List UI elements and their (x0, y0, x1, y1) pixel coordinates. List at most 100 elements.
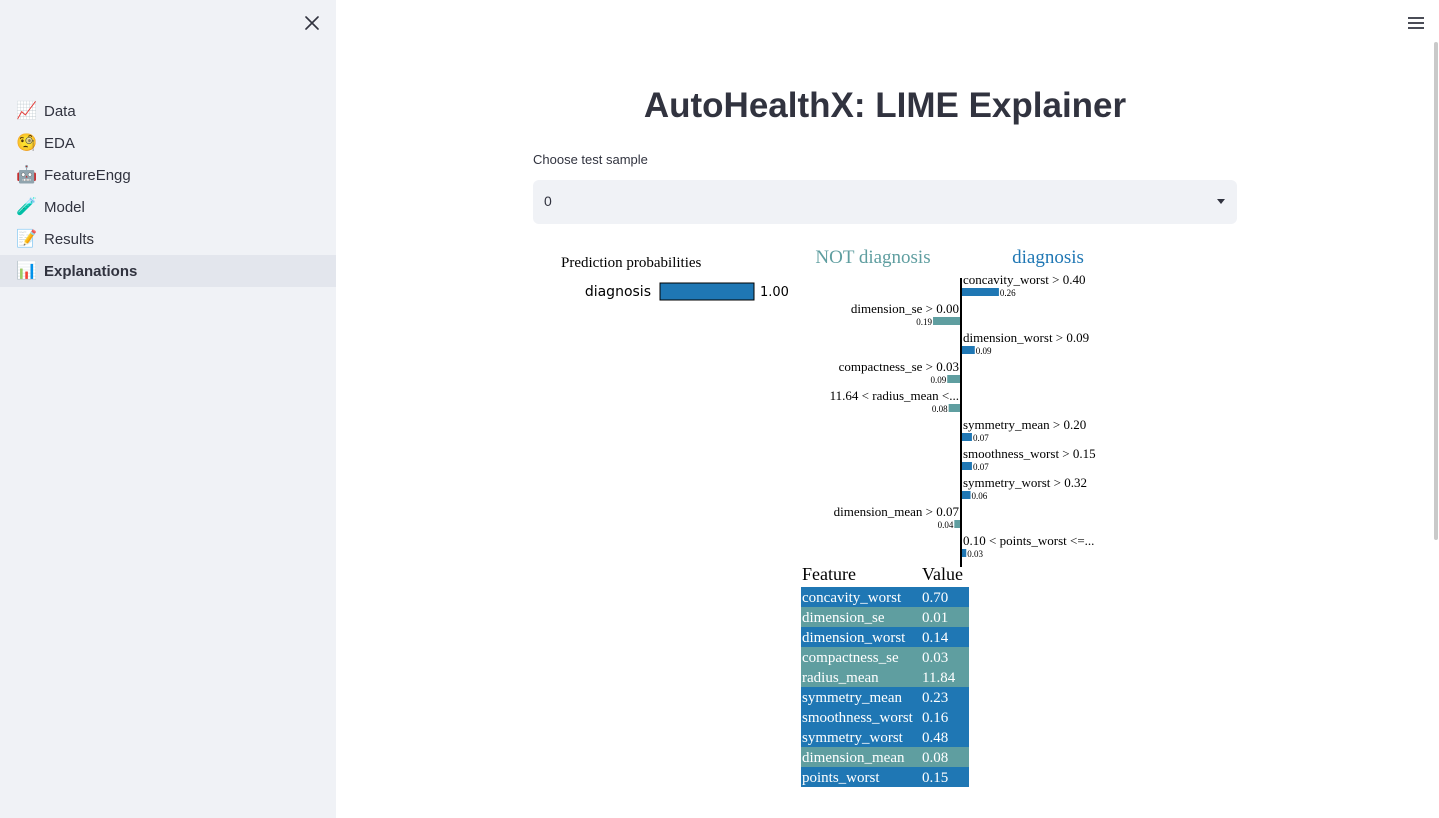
feature-weight-value: 0.03 (967, 549, 983, 559)
probability-label: diagnosis (585, 284, 651, 300)
sidebar-item-explanations[interactable]: 📊 Explanations (0, 255, 336, 287)
table-header-feature: Feature (802, 564, 856, 584)
feature-weight-bar (962, 462, 972, 470)
table-cell-feature: points_worst (802, 770, 880, 786)
feature-weight-label: concavity_worst > 0.40 (963, 272, 1086, 287)
feature-weight-label: 0.10 < points_worst <=... (963, 533, 1094, 548)
sidebar-item-featureengg[interactable]: 🤖 FeatureEngg (0, 159, 336, 191)
table-cell-value: 0.48 (922, 730, 948, 746)
close-sidebar-button[interactable] (300, 11, 324, 35)
table-header-value: Value (922, 564, 963, 584)
feature-weight-bar (948, 404, 960, 412)
feature-weight-label: symmetry_worst > 0.32 (963, 475, 1087, 490)
feature-weight-label: compactness_se > 0.03 (839, 359, 959, 374)
test-tube-icon: 🧪 (16, 196, 38, 217)
feature-weight-label: dimension_worst > 0.09 (963, 330, 1089, 345)
test-sample-select[interactable]: 0 (533, 180, 1237, 224)
feature-weight-value: 0.26 (1000, 288, 1016, 298)
positive-class-label: diagnosis (1012, 247, 1084, 268)
table-cell-feature: dimension_worst (802, 630, 906, 646)
feature-weight-value: 0.04 (938, 520, 954, 530)
test-sample-selected-value: 0 (544, 193, 552, 209)
feature-weight-bar (962, 346, 975, 354)
feature-weight-value: 0.19 (916, 317, 932, 327)
sidebar-item-data[interactable]: 📈 Data (0, 95, 336, 127)
table-row (801, 607, 969, 627)
sidebar-item-label: Explanations (44, 262, 138, 280)
table-row (801, 587, 969, 607)
feature-weight-value: 0.07 (973, 462, 989, 472)
chart-increasing-icon: 📈 (16, 100, 38, 121)
probabilities-title: Prediction probabilities (561, 255, 702, 271)
main-menu-button[interactable] (1405, 13, 1427, 33)
hamburger-menu-icon (1408, 17, 1424, 29)
table-cell-feature: dimension_mean (802, 750, 905, 766)
table-cell-feature: radius_mean (802, 670, 879, 686)
table-cell-value: 0.14 (922, 630, 949, 646)
lime-explanation: Prediction probabilities diagnosis 1.00 NOT… (533, 240, 1237, 800)
feature-weight-bar (947, 375, 960, 383)
table-cell-value: 0.01 (922, 610, 948, 626)
table-cell-feature: smoothness_worst (802, 710, 914, 726)
table-row (801, 727, 969, 747)
table-row (801, 707, 969, 727)
probability-value: 1.00 (760, 285, 789, 300)
probability-bar (659, 282, 755, 301)
robot-icon: 🤖 (16, 164, 38, 185)
table-row (801, 667, 969, 687)
memo-icon: 📝 (16, 228, 38, 249)
table-cell-value: 0.70 (922, 590, 948, 606)
feature-weight-value: 0.07 (973, 433, 989, 443)
lime-explanation-chart: Prediction probabilities diagnosis 1.00 NOT… (561, 247, 1096, 787)
sidebar-item-model[interactable]: 🧪 Model (0, 191, 336, 223)
bar-chart-icon: 📊 (16, 260, 38, 281)
feature-weight-bar (962, 288, 999, 296)
close-icon (305, 16, 319, 30)
chevron-down-icon (1217, 199, 1225, 204)
table-row (801, 627, 969, 647)
table-cell-value: 0.16 (922, 710, 949, 726)
sidebar-item-results[interactable]: 📝 Results (0, 223, 336, 255)
table-cell-value: 0.03 (922, 650, 948, 666)
feature-weight-bar (962, 491, 971, 499)
sidebar-item-label: EDA (44, 134, 75, 152)
feature-weight-value: 0.09 (976, 346, 992, 356)
table-row (801, 687, 969, 707)
table-cell-feature: dimension_se (802, 610, 885, 626)
feature-weight-label: symmetry_mean > 0.20 (963, 417, 1086, 432)
feature-weight-value: 0.09 (930, 375, 946, 385)
table-cell-feature: concavity_worst (802, 590, 902, 606)
table-row (801, 747, 969, 767)
table-row (801, 767, 969, 787)
sidebar-item-eda[interactable]: 🧐 EDA (0, 127, 336, 159)
table-row (801, 647, 969, 667)
sidebar-item-label: Results (44, 230, 95, 248)
table-cell-feature: compactness_se (802, 650, 899, 666)
test-sample-label: Choose test sample (533, 152, 648, 167)
feature-weight-label: 11.64 < radius_mean <... (830, 388, 959, 403)
negative-class-label: NOT diagnosis (815, 247, 930, 268)
feature-weight-label: dimension_mean > 0.07 (834, 504, 960, 519)
table-cell-value: 0.08 (922, 750, 948, 766)
table-cell-value: 0.23 (922, 690, 948, 706)
sidebar-item-label: Data (44, 102, 76, 120)
sidebar-item-label: FeatureEngg (44, 166, 131, 184)
table-cell-feature: symmetry_worst (802, 730, 904, 746)
sidebar-nav: 📈 Data 🧐 EDA 🤖 FeatureEngg 🧪 Model 📝 Res… (0, 95, 336, 287)
main-scrollbar[interactable] (1434, 42, 1438, 540)
feature-weight-bar (954, 520, 960, 528)
table-cell-value: 0.15 (922, 770, 948, 786)
table-cell-feature: symmetry_mean (802, 690, 902, 706)
feature-weight-label: dimension_se > 0.00 (851, 301, 959, 316)
table-cell-value: 11.84 (922, 670, 956, 686)
monocle-face-icon: 🧐 (16, 132, 38, 153)
feature-weight-value: 0.08 (932, 404, 948, 414)
feature-weight-bar (962, 549, 967, 557)
feature-weight-value: 0.06 (972, 491, 988, 501)
sidebar: 📈 Data 🧐 EDA 🤖 FeatureEngg 🧪 Model 📝 Res… (0, 0, 336, 818)
feature-weight-bar (962, 433, 972, 441)
feature-weight-bar (933, 317, 960, 325)
sidebar-item-label: Model (44, 198, 85, 216)
feature-weight-label: smoothness_worst > 0.15 (963, 446, 1096, 461)
page-title: AutoHealthX: LIME Explainer (643, 86, 1127, 125)
